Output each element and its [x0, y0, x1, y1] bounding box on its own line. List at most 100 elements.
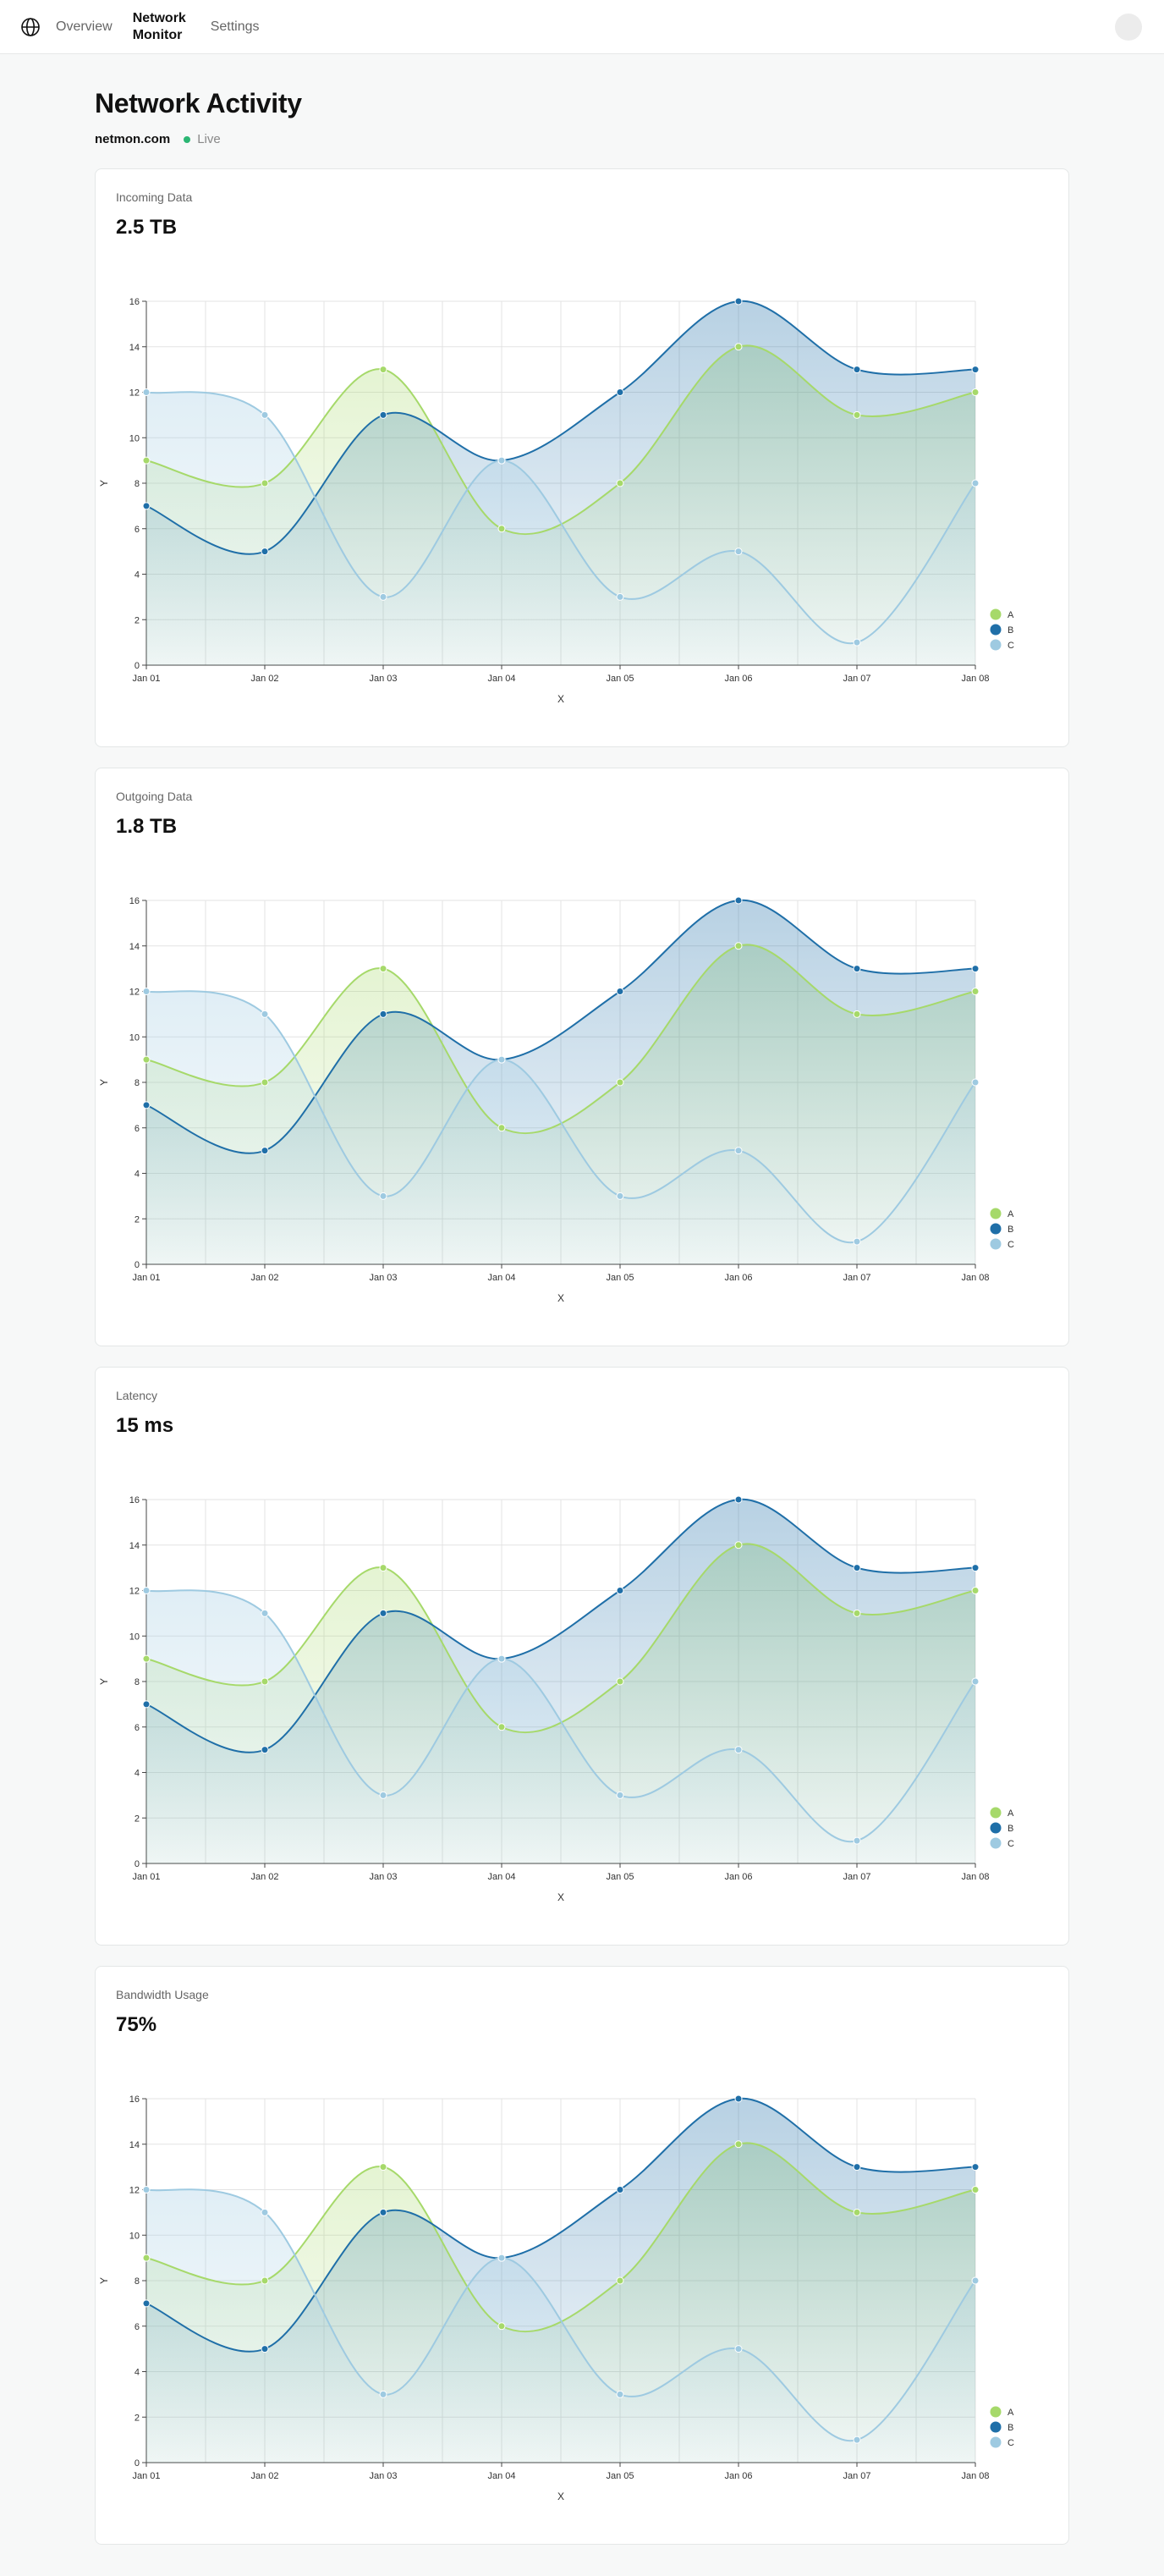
data-point-a: [853, 410, 861, 419]
nav-link-overview[interactable]: Overview: [56, 19, 113, 34]
y-axis-title: Y: [98, 1079, 110, 1086]
x-tick-label: Jan 07: [843, 2471, 870, 2481]
x-tick-label: Jan 03: [369, 674, 397, 684]
data-point-b: [853, 965, 861, 973]
x-tick-label: Jan 03: [369, 1273, 397, 1283]
legend-swatch-c: [990, 1837, 1002, 1849]
y-tick-label: 0: [135, 661, 140, 671]
page-title: Network Activity: [95, 88, 302, 118]
data-point-a: [853, 1609, 861, 1617]
data-point-b: [971, 1564, 980, 1572]
series-area-c: [146, 991, 975, 1264]
data-point-c: [734, 1147, 743, 1155]
y-tick-label: 12: [129, 988, 140, 998]
y-tick-label: 6: [135, 2322, 140, 2332]
y-tick-label: 6: [135, 525, 140, 535]
data-point-a: [734, 2140, 743, 2149]
metric-card-incoming: Incoming Data 2.5 TB 0 2 4 6 8 10 12 14 16 Jan 01…: [95, 168, 1069, 747]
x-tick-label: Jan 04: [487, 1273, 515, 1283]
x-axis-title: X: [557, 1292, 564, 1304]
y-tick-label: 8: [135, 1677, 140, 1687]
x-tick-label: Jan 02: [250, 1273, 278, 1283]
data-point-c: [497, 1055, 506, 1064]
data-point-a: [734, 1541, 743, 1549]
data-point-b: [379, 2208, 387, 2216]
data-point-b: [971, 2163, 980, 2171]
legend-label-a: A: [1008, 1808, 1014, 1819]
legend-label-c: C: [1008, 1240, 1014, 1250]
x-tick-label: Jan 08: [961, 2471, 989, 2481]
y-tick-label: 4: [135, 570, 140, 581]
data-point-c: [379, 2390, 387, 2398]
data-point-a: [971, 988, 980, 995]
y-tick-label: 14: [129, 1541, 140, 1551]
data-point-c: [971, 1078, 980, 1087]
x-tick-label: Jan 01: [132, 674, 160, 684]
y-tick-label: 10: [129, 1632, 140, 1642]
data-point-b: [971, 965, 980, 973]
y-tick-label: 8: [135, 2276, 140, 2287]
y-tick-label: 12: [129, 2186, 140, 2196]
series-area-c: [146, 1590, 975, 1863]
y-tick-label: 6: [135, 1124, 140, 1134]
data-point-c: [853, 638, 861, 647]
chart-incoming: 0 2 4 6 8 10 12 14 16 Jan 01 Jan 02 Jan 03 Jan 04 Jan…: [98, 297, 1014, 705]
series-line-b: [146, 1498, 976, 1753]
data-point-b: [971, 366, 980, 374]
y-axis-title: Y: [98, 1678, 110, 1685]
globe-icon[interactable]: [20, 17, 41, 37]
card-value: 75%: [116, 2013, 157, 2036]
data-point-b: [379, 1010, 387, 1018]
y-tick-label: 10: [129, 2231, 140, 2241]
series-line-b: [146, 2097, 976, 2353]
legend-swatch-b: [990, 624, 1002, 636]
x-tick-label: Jan 07: [843, 1273, 870, 1283]
data-point-a: [734, 942, 743, 950]
x-tick-label: Jan 02: [250, 1872, 278, 1882]
x-tick-label: Jan 01: [132, 1872, 160, 1882]
data-point-b: [261, 1147, 269, 1155]
site-status-line: netmon.com Live: [95, 132, 1069, 146]
data-point-a: [497, 2322, 506, 2331]
legend-label-a: A: [1008, 2408, 1014, 2418]
data-point-c: [971, 479, 980, 487]
chart-latency: 0 2 4 6 8 10 12 14 16 Jan 01 Jan 02 Jan 03 Jan 04 Jan…: [98, 1495, 1014, 1903]
data-point-a: [379, 366, 387, 374]
data-point-a: [971, 1587, 980, 1594]
data-point-c: [261, 410, 269, 419]
legend-swatch-b: [990, 1822, 1002, 1834]
nav-link-network-monitor[interactable]: Network Monitor: [132, 10, 186, 42]
y-tick-label: 0: [135, 1859, 140, 1869]
data-point-c: [379, 592, 387, 601]
series-line-a: [146, 1543, 976, 1734]
x-tick-label: Jan 02: [250, 2471, 278, 2481]
data-point-b: [853, 366, 861, 374]
series-line-c: [146, 2188, 976, 2442]
x-tick-label: Jan 04: [487, 674, 515, 684]
metric-card-bandwidth: Bandwidth Usage 75% 0 2 4 6 8 10 12 14 16 Jan 01 J…: [95, 1966, 1069, 2545]
metric-card-latency: Latency 15 ms 0 2 4 6 8 10 12 14 16 Jan 01 Jan 02 J…: [95, 1367, 1069, 1946]
data-point-b: [379, 1609, 387, 1617]
legend-swatch-b: [990, 2421, 1002, 2433]
y-tick-label: 16: [129, 297, 140, 307]
data-point-b: [734, 896, 743, 905]
data-point-c: [142, 388, 151, 396]
data-point-a: [261, 479, 269, 487]
data-point-a: [142, 1055, 151, 1064]
data-point-a: [971, 388, 980, 396]
avatar[interactable]: [1115, 14, 1142, 41]
data-point-a: [142, 1654, 151, 1663]
nav-link-settings[interactable]: Settings: [210, 19, 260, 34]
y-tick-label: 2: [135, 615, 140, 625]
x-axis-title: X: [557, 2491, 564, 2502]
data-point-a: [379, 2163, 387, 2171]
data-point-c: [379, 1192, 387, 1200]
x-tick-label: Jan 04: [487, 2471, 515, 2481]
legend-label-b: B: [1008, 1824, 1013, 1834]
chart-outgoing: 0 2 4 6 8 10 12 14 16 Jan 01 Jan 02 Jan 03 Jan 04 Jan…: [98, 896, 1014, 1304]
y-tick-label: 2: [135, 2413, 140, 2423]
x-tick-label: Jan 03: [369, 2471, 397, 2481]
data-point-b: [379, 410, 387, 419]
series-area-c: [146, 2189, 975, 2463]
card-value: 15 ms: [116, 1414, 174, 1437]
